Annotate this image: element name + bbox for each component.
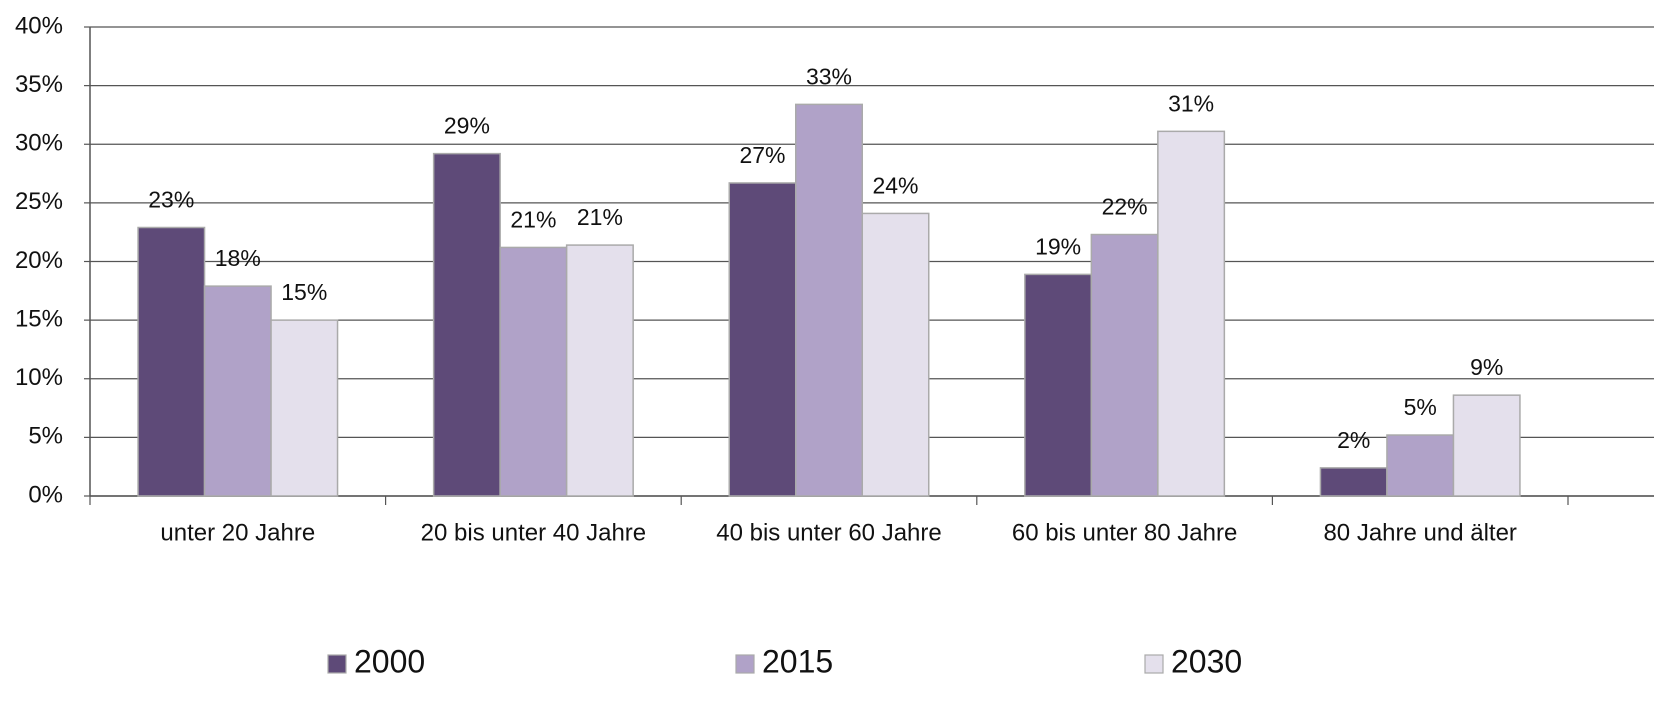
y-tick-label: 5% [28,423,63,450]
bar [137,226,206,497]
bar [1386,434,1455,497]
y-tick-label: 40% [15,12,63,39]
bar [1024,273,1093,497]
value-label: 15% [281,279,327,305]
y-tick-label: 10% [15,364,63,391]
value-label: 2% [1337,427,1370,453]
legend-swatch [1144,654,1164,674]
bar [1090,233,1159,497]
y-tick-label: 0% [28,481,63,508]
bar [861,212,930,497]
y-tick-label: 30% [15,130,63,157]
value-label: 33% [806,63,852,89]
value-label: 18% [215,245,261,271]
value-label: 27% [739,142,785,168]
value-label: 9% [1470,354,1503,380]
y-tick-label: 35% [15,71,63,98]
bar [203,285,272,497]
x-tick-label: 20 bis unter 40 Jahre [421,519,646,546]
bar [270,319,339,497]
bar [1452,394,1521,497]
legend-label: 2000 [354,643,425,679]
value-label: 22% [1102,194,1148,220]
value-label: 19% [1035,233,1081,259]
x-tick-label: 80 Jahre und älter [1323,519,1516,546]
value-label: 24% [872,173,918,199]
bar [565,244,634,497]
x-tick-label: 60 bis unter 80 Jahre [1012,519,1237,546]
legend-swatch [735,654,755,674]
x-tick-label: 40 bis unter 60 Jahre [716,519,941,546]
bar [1319,467,1388,497]
bar [499,246,568,497]
bar [795,103,863,497]
value-label: 5% [1404,394,1437,420]
bar [432,152,501,497]
y-tick-label: 20% [15,247,63,274]
legend-label: 2030 [1171,643,1242,679]
value-label: 23% [148,187,194,213]
y-tick-label: 25% [15,188,63,215]
y-tick-label: 15% [15,305,63,332]
x-tick-label: unter 20 Jahre [160,519,315,546]
legend-swatch [327,654,347,674]
value-label: 31% [1168,90,1214,116]
value-label: 29% [444,113,490,139]
bar [1157,130,1226,497]
value-label: 21% [510,207,556,233]
bar [728,182,797,497]
legend-label: 2015 [762,643,833,679]
value-label: 21% [577,204,623,230]
